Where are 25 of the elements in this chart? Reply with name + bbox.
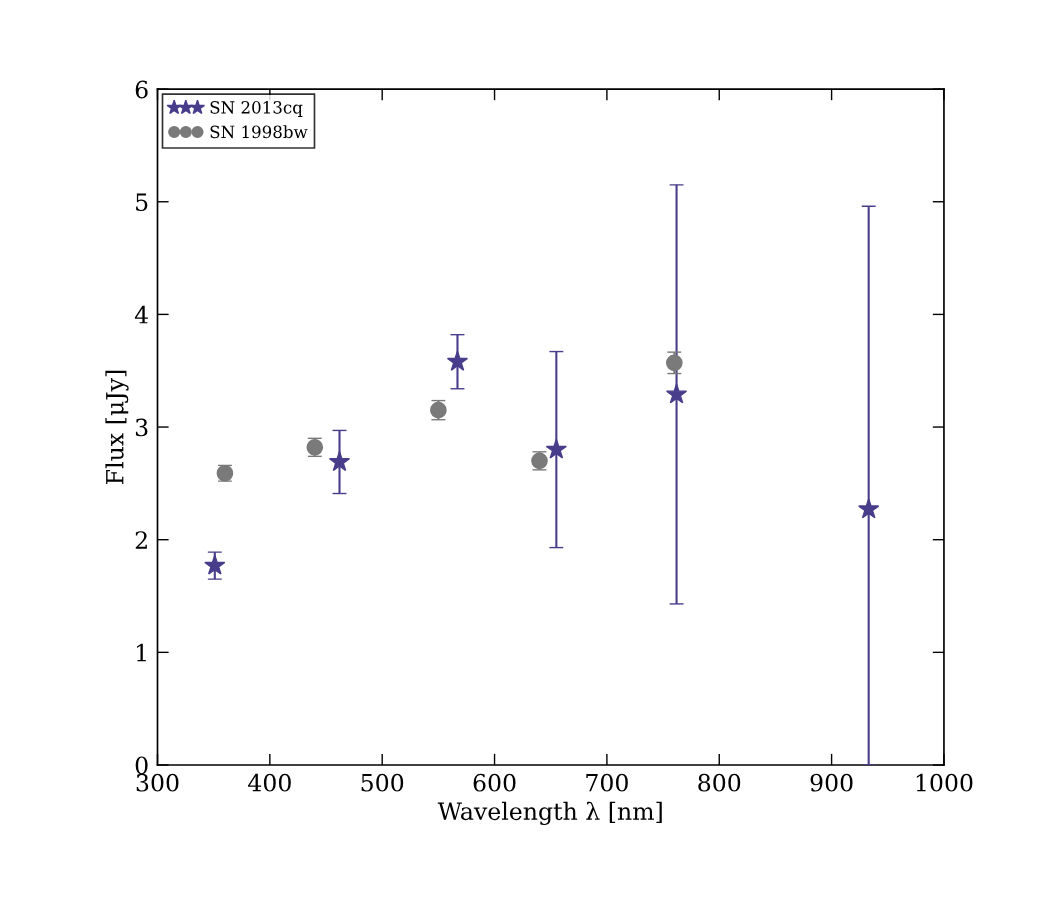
x-tick-label: 300 [136,773,179,792]
point [204,554,226,575]
point [545,438,567,459]
x-tick-label: 600 [473,773,516,792]
point [446,350,469,371]
y-tick-label: 3 [135,418,148,437]
x-tick-label: 700 [586,773,628,792]
x-tick-label: 1000 [916,773,973,792]
y-tick-label: 1 [137,643,146,662]
y-tick-label: 5 [136,193,148,212]
point [858,498,880,519]
y-axis-title: Flux [μJy] [105,370,129,485]
y-tick-label: 4 [134,305,148,324]
x-tick-label: 500 [361,773,404,792]
legend-label: SN 1998bw [210,125,308,139]
legend-label: SN 2013cq [210,101,303,117]
point [665,383,688,404]
point [328,450,351,472]
x-tick-label: 800 [698,773,741,792]
y-tick-label: 0 [135,756,148,775]
y-tick-label: 2 [135,531,147,549]
y-tick-label: 6 [135,80,148,99]
x-tick-label: 900 [810,773,853,792]
x-tick-label: 400 [248,773,291,792]
x-axis-title: Wavelength λ [nm] [437,801,662,826]
